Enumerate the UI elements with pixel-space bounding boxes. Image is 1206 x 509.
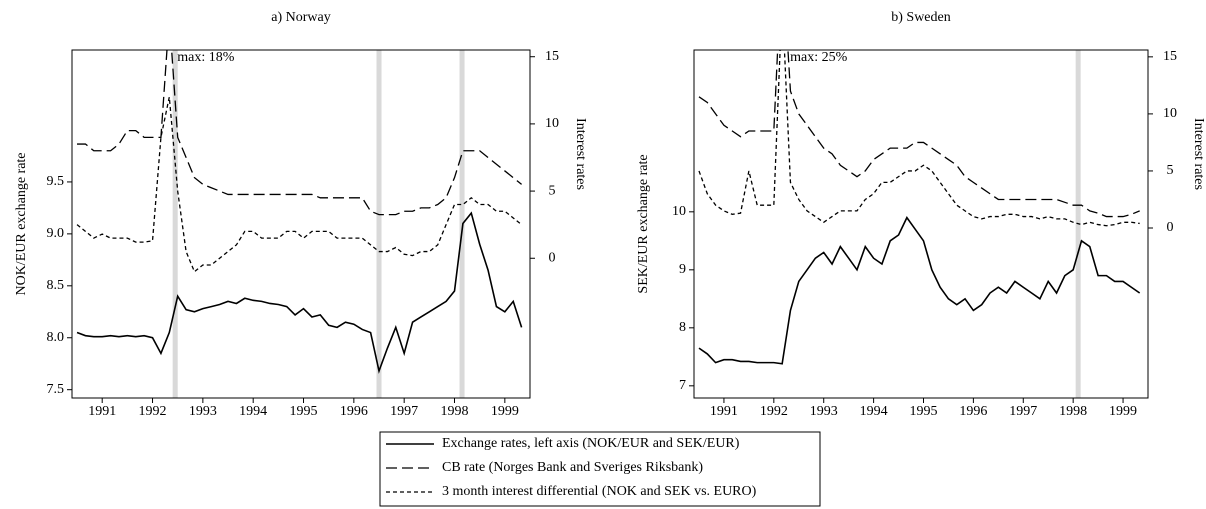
x-tick-label: 1992 (760, 404, 788, 419)
series-line (698, 216, 1141, 365)
y2-tick-label: 10 (1163, 106, 1177, 121)
x-tick-label: 1993 (189, 404, 217, 419)
series-line (76, 211, 523, 374)
y2-axis-label: Interest rates (573, 118, 588, 190)
legend-label: 3 month interest differential (NOK and S… (442, 484, 757, 499)
series-line (76, 96, 522, 273)
y2-tick-label: 5 (549, 183, 556, 198)
series-line (698, 50, 1140, 227)
x-tick-label: 1997 (1009, 404, 1037, 419)
y-axis-label: NOK/EUR exchange rate (14, 152, 29, 295)
series-line (77, 50, 522, 216)
x-tick-label: 1994 (860, 404, 888, 419)
y-axis-label: SEK/EUR exchange rate (636, 154, 651, 293)
y-tick-label: 8.0 (47, 330, 65, 345)
x-tick-label: 1991 (88, 404, 116, 419)
y2-tick-label: 5 (1167, 163, 1174, 178)
x-tick-label: 1996 (340, 404, 368, 419)
y2-axis-label: Interest rates (1191, 118, 1206, 190)
axes (689, 49, 1153, 403)
legend-box (379, 431, 821, 507)
y-tick-label: 10 (672, 204, 686, 219)
x-tick-label: 1998 (441, 404, 469, 419)
y-tick-label: 9.5 (47, 174, 65, 189)
plot-frame (71, 49, 531, 399)
series-group (698, 50, 1141, 365)
series-group (76, 50, 523, 374)
y2-tick-label: 15 (545, 49, 559, 64)
x-tick-label: 1995 (290, 404, 318, 419)
y2-tick-label: 10 (545, 116, 559, 131)
series-line (698, 50, 1140, 218)
x-tick-label: 1999 (491, 404, 519, 419)
shaded-period (172, 50, 178, 398)
y-tick-label: 8.5 (47, 278, 65, 293)
shaded-period (376, 50, 382, 398)
y2-tick-label: 0 (549, 250, 556, 265)
y-tick-label: 7 (679, 378, 686, 393)
x-tick-label: 1991 (710, 404, 738, 419)
x-tick-label: 1993 (810, 404, 838, 419)
y-tick-label: 7.5 (47, 382, 65, 397)
x-tick-label: 1992 (139, 404, 167, 419)
x-tick-label: 1998 (1059, 404, 1087, 419)
x-tick-label: 1996 (959, 404, 987, 419)
plot-frame (693, 49, 1149, 399)
x-tick-label: 1999 (1109, 404, 1137, 419)
x-tick-label: 1995 (909, 404, 937, 419)
annotation: max: 25% (790, 50, 847, 65)
x-tick-label: 1997 (390, 404, 418, 419)
legend-label: CB rate (Norges Bank and Sveriges Riksba… (442, 460, 703, 475)
y-tick-label: 9.0 (47, 226, 65, 241)
annotation: max: 18% (177, 50, 234, 65)
panel-title: b) Sweden (891, 10, 951, 25)
y2-tick-label: 15 (1163, 49, 1177, 64)
y2-tick-label: 0 (1167, 220, 1174, 235)
y-tick-label: 8 (679, 320, 686, 335)
x-tick-label: 1994 (239, 404, 267, 419)
axes (67, 49, 535, 403)
panel-title: a) Norway (271, 10, 330, 25)
legend-label: Exchange rates, left axis (NOK/EUR and S… (442, 436, 740, 451)
y-tick-label: 9 (679, 262, 686, 277)
